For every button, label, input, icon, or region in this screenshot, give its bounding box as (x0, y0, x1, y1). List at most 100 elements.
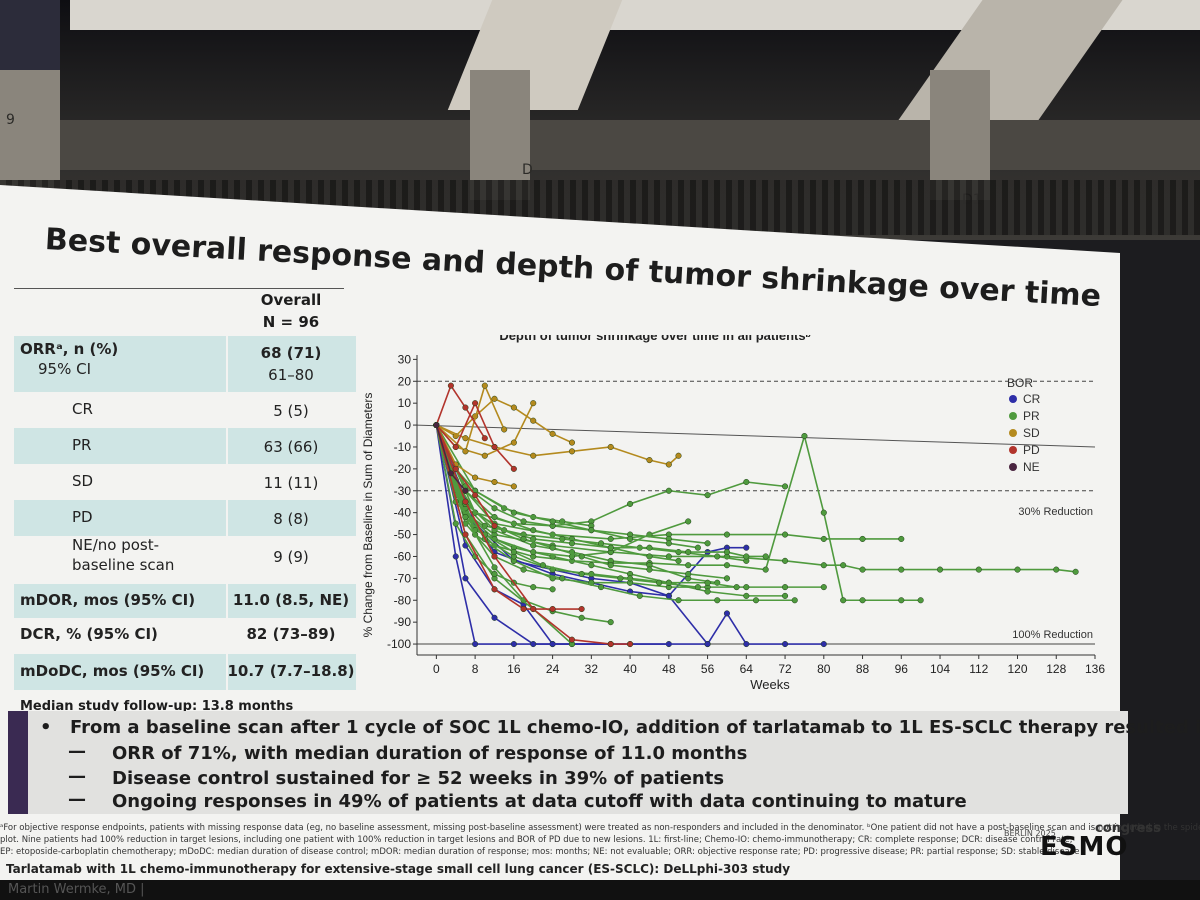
data-point (685, 549, 692, 556)
row-label: mDOR, mos (95% CI) (20, 591, 196, 609)
row-label: baseline scan (72, 556, 175, 574)
legend-title: BOR (1007, 376, 1033, 390)
data-point (568, 636, 576, 643)
pillar-label: D (522, 162, 533, 178)
data-point (433, 422, 440, 429)
footnote: ᵃFor objective response endpoints, patie… (0, 823, 1200, 833)
bullet-sub: ORR of 71%, with median duration of resp… (112, 743, 748, 764)
series-line-cr (435, 424, 611, 645)
data-point (627, 641, 634, 648)
data-point (714, 597, 721, 604)
data-point (510, 465, 517, 472)
data-point (791, 597, 798, 604)
data-point (472, 474, 479, 481)
back-wall (0, 120, 1200, 170)
data-point (607, 562, 614, 569)
series-line-pr (435, 424, 679, 562)
data-point (607, 443, 614, 451)
data-point (597, 540, 605, 547)
x-axis-label: Weeks (750, 677, 790, 692)
x-tick-label: 16 (507, 662, 521, 676)
y-tick-label: -10 (394, 440, 412, 454)
series-line-pd (435, 424, 582, 610)
data-point (723, 549, 730, 556)
data-point (820, 562, 827, 569)
y-tick-label: 30 (398, 352, 412, 366)
data-point (578, 614, 585, 621)
data-point (491, 553, 498, 560)
data-point (607, 535, 614, 542)
table-row-mdor: mDOR, mos (95% CI) 11.0 (8.5, NE) (14, 584, 356, 618)
data-point (510, 483, 517, 490)
data-point (898, 535, 905, 542)
y-tick-label: -100 (387, 637, 411, 651)
bullet-sub: Ongoing responses in 49% of patients at … (112, 791, 967, 812)
legend-marker (1009, 429, 1017, 437)
y-tick-label: -50 (394, 528, 412, 542)
data-point (1053, 566, 1060, 573)
data-point (840, 562, 847, 569)
data-point (743, 553, 750, 560)
data-point (675, 597, 682, 604)
legend-marker (1009, 446, 1017, 454)
data-point (559, 575, 566, 582)
data-point (607, 544, 614, 551)
table-row-dcr: DCR, % (95% CI) 82 (73–89) (14, 618, 356, 652)
data-point (743, 478, 750, 486)
table-row-pr: PR 63 (66) (14, 428, 356, 464)
data-point (704, 588, 711, 595)
data-point (820, 584, 827, 591)
legend: BOR CR PR SD PD NE (1007, 376, 1041, 474)
data-point (510, 404, 517, 411)
data-point (530, 527, 537, 534)
data-point (782, 531, 789, 538)
data-point (646, 553, 653, 560)
data-point (588, 562, 595, 569)
row-label: PD (72, 508, 93, 526)
table-row-pd: PD 8 (8) (14, 500, 356, 536)
data-point (898, 566, 905, 573)
row-value: 61–80 (268, 366, 314, 384)
table-row-orr: ORRᵃ, n (%) 68 (71) 95% CI 61–80 (14, 336, 356, 392)
data-point (530, 549, 537, 556)
data-point (704, 579, 711, 586)
x-tick-label: 128 (1046, 662, 1066, 676)
legend-label: NE (1023, 460, 1040, 474)
data-point (936, 566, 944, 573)
data-point (530, 452, 537, 459)
x-tick-label: 8 (472, 662, 479, 676)
chart-title: Depth of tumor shrinkage over time in al… (499, 335, 810, 343)
data-point (578, 605, 585, 613)
data-point (530, 400, 537, 407)
data-point (656, 579, 663, 586)
table-row-ne: NE/no post- baseline scan 9 (9) (14, 536, 356, 582)
data-point (568, 448, 576, 455)
data-point (491, 564, 498, 571)
data-point (491, 505, 498, 512)
data-point (782, 584, 789, 591)
bullet-marker: • (40, 717, 52, 738)
spider-plot: Depth of tumor shrinkage over time in al… (361, 335, 1105, 692)
data-point (704, 492, 711, 499)
x-tick-label: 32 (585, 662, 599, 676)
axes: 30 20 10 0 -10 -20 -30 -40 -50 -60 -70 -80 -90 -100 0 8… (387, 352, 1105, 676)
data-point (917, 597, 924, 604)
reference-line-label: 100% Reduction (1012, 629, 1093, 641)
data-point (743, 641, 750, 648)
data-point (743, 592, 750, 599)
data-point (462, 575, 469, 582)
data-point (510, 509, 517, 516)
y-axis-label: % Change from Baseline in Sum of Diamete… (361, 393, 375, 638)
data-point (491, 395, 498, 402)
data-point (491, 478, 498, 486)
data-point (627, 500, 634, 507)
data-point (820, 535, 827, 542)
congress-label: congress (1095, 821, 1161, 836)
x-tick-label: 56 (701, 662, 715, 676)
series-line-pr (435, 424, 699, 549)
row-value: 8 (8) (273, 510, 309, 528)
x-tick-label: 24 (546, 662, 560, 676)
follow-up-note: Median study follow-up: 13.8 months (20, 699, 294, 714)
series-line-sd (435, 384, 505, 453)
data-point (472, 400, 479, 407)
